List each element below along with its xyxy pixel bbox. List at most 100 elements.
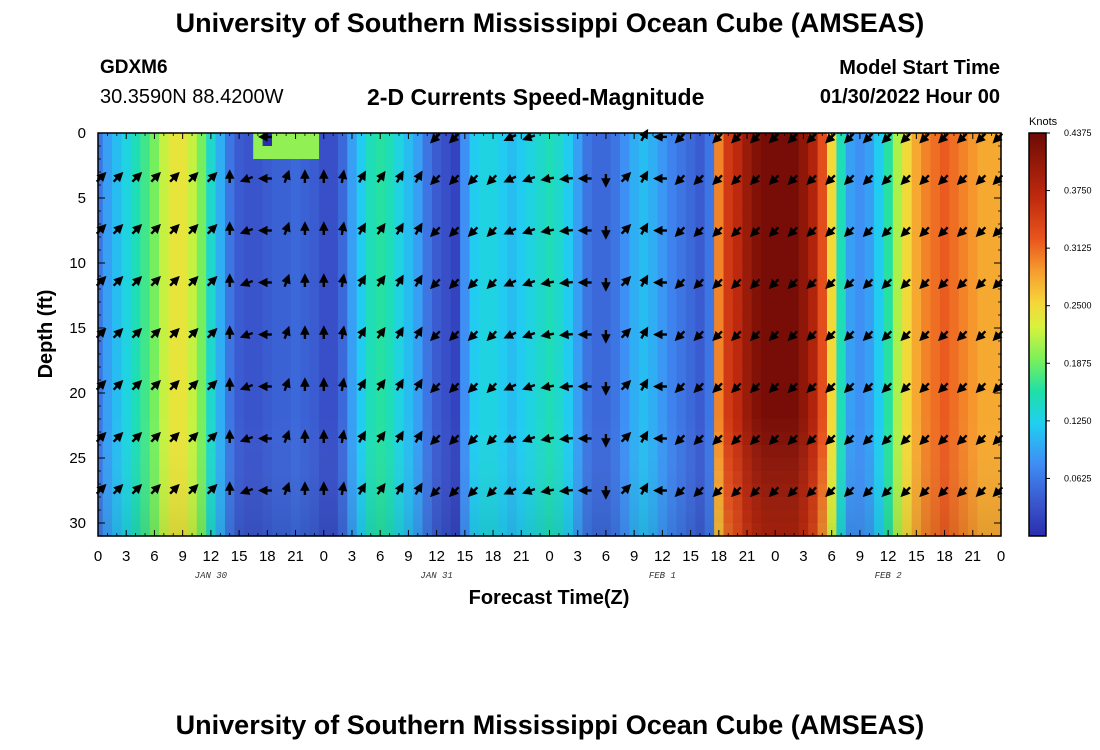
current-arrow [188,379,199,391]
current-arrow [843,226,855,238]
x-tick-label: 15 [457,548,474,565]
current-arrow [806,132,817,144]
current-arrow [862,132,874,144]
current-arrow [731,132,742,144]
station-id: GDXM6 [100,57,168,78]
current-arrow [131,275,143,287]
current-arrow [900,132,911,144]
current-arrow [768,486,780,498]
current-arrow [112,431,124,443]
current-arrow [825,434,836,446]
current-arrow [112,483,124,495]
current-arrow [413,274,423,287]
y-tick-label: 30 [69,515,86,532]
current-arrow [131,171,143,183]
current-arrow [376,430,386,443]
current-arrow [674,132,686,144]
current-arrow [540,277,555,288]
current-arrow [413,482,423,495]
x-tick-label: 21 [964,548,981,565]
current-arrow [975,278,987,290]
current-arrow [503,330,517,339]
current-arrow [376,326,386,339]
current-arrow [749,382,761,394]
x-tick-label: 21 [739,548,756,565]
current-arrow [712,330,723,342]
current-arrow [881,278,893,290]
current-arrow [486,174,498,186]
current-arrow [357,274,366,287]
current-arrow [206,327,218,339]
x-tick-label: 6 [602,548,610,565]
current-arrow [413,378,423,391]
current-arrow [357,326,366,339]
current-arrow [956,330,968,342]
current-arrow [337,273,348,288]
current-arrow [620,275,632,287]
y-tick-label: 10 [69,255,86,272]
current-arrow [975,174,987,186]
current-arrow [559,277,573,288]
current-arrow [639,274,649,287]
current-arrow [768,174,780,186]
station-coordinates: 30.3590N 88.4200W [100,86,284,108]
current-arrow [956,278,968,290]
current-arrow [503,278,517,287]
current-arrow [503,486,517,495]
current-arrow [731,330,742,342]
current-arrow [639,430,649,443]
current-arrow [712,382,723,394]
current-arrow [749,132,761,144]
current-arrow [975,382,987,394]
current-arrow [825,174,836,186]
current-arrow [112,275,124,287]
current-arrow [693,226,705,238]
current-arrow [806,174,817,186]
current-arrow [337,481,348,496]
current-arrow [169,327,180,339]
current-arrow [639,378,649,391]
x-tick-label: 18 [710,548,727,565]
current-arrow [188,483,199,495]
current-arrow [938,382,949,394]
current-arrow [919,278,930,290]
current-arrow [169,223,180,235]
current-arrow [975,330,987,342]
current-arrow [521,173,536,183]
current-arrow [486,330,498,342]
current-arrow [938,330,949,342]
current-arrow [169,483,180,495]
current-arrow [956,226,968,238]
x-tick-label: 9 [856,548,864,565]
x-tick-label: 0 [94,548,102,565]
current-arrow [206,431,218,443]
current-arrow [413,222,423,235]
current-arrow [825,226,836,238]
chart-title: University of Southern Mississippi Ocean… [175,8,925,38]
current-arrow [900,330,911,342]
current-arrow [112,223,124,235]
current-arrow [430,174,441,186]
current-arrow [486,226,498,238]
current-arrow [693,382,705,394]
current-arrow [448,132,460,144]
current-arrow [825,486,836,498]
x-tick-label: 18 [485,548,502,565]
current-arrow [639,128,649,142]
current-arrow [693,486,705,498]
current-arrow [620,483,632,495]
x-tick-label: 0 [545,548,553,565]
current-arrow [787,486,799,498]
current-arrow [731,278,742,290]
colorbar-unit: Knots [1029,116,1058,128]
current-arrow [881,486,893,498]
current-arrow [131,223,143,235]
current-arrow [712,226,723,238]
current-arrow [337,429,348,444]
current-arrow [620,431,632,443]
current-arrow [376,222,386,235]
current-arrow [956,434,968,446]
chart-subtitle: 2-D Currents Speed-Magnitude [367,84,705,110]
current-arrow [881,174,893,186]
